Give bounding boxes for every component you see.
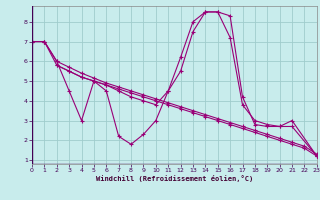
X-axis label: Windchill (Refroidissement éolien,°C): Windchill (Refroidissement éolien,°C): [96, 175, 253, 182]
